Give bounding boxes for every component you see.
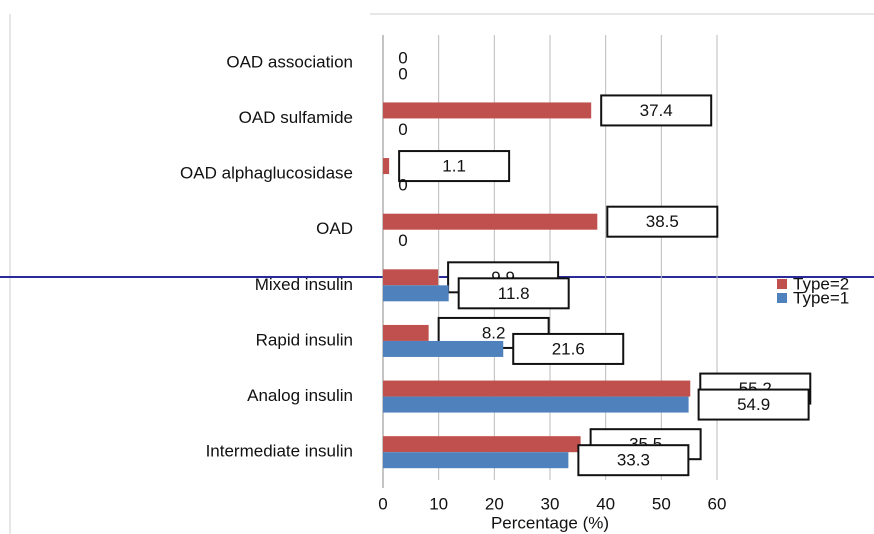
bar (383, 340, 504, 357)
data-label: 0 (398, 64, 407, 83)
bar (383, 158, 390, 175)
bar (383, 324, 429, 341)
x-tick-label: 10 (429, 494, 448, 513)
data-label: 1.1 (442, 157, 466, 176)
x-tick-label: 30 (541, 494, 560, 513)
bar (383, 396, 689, 413)
bar (383, 269, 439, 286)
data-label: 38.5 (646, 212, 679, 231)
data-label: 54.9 (737, 395, 770, 414)
data-label: 0 (398, 231, 407, 250)
x-tick-label: 0 (378, 494, 387, 513)
y-tick-label: Rapid insulin (256, 330, 353, 349)
data-label-box (577, 444, 690, 477)
legend-label: Type=2 (793, 274, 849, 293)
legend-label: Type=1 (793, 288, 849, 307)
data-label: 8.2 (482, 323, 506, 342)
data-label-box (697, 388, 810, 421)
bar (383, 102, 592, 119)
y-tick-label: Intermediate insulin (206, 442, 353, 461)
y-tick-label: OAD sulfamide (239, 108, 353, 127)
data-label: 21.6 (552, 339, 585, 358)
legend-swatch (777, 279, 787, 289)
y-tick-label: Mixed insulin (255, 275, 353, 294)
bar (383, 285, 449, 302)
y-tick-label: OAD association (226, 52, 353, 71)
data-label-box (606, 205, 719, 238)
data-label: 37.4 (640, 101, 673, 120)
x-axis-label: Percentage (%) (491, 513, 609, 532)
data-label: 33.3 (617, 451, 650, 470)
bar (383, 380, 691, 397)
data-label: 0 (398, 120, 407, 139)
x-tick-label: 50 (652, 494, 671, 513)
bar (383, 452, 569, 469)
data-label-box (457, 277, 570, 310)
bar (383, 213, 598, 230)
data-label: 0 (398, 176, 407, 195)
x-tick-label: 20 (485, 494, 504, 513)
x-tick-label: 60 (708, 494, 727, 513)
bar (383, 436, 581, 453)
data-label-box (512, 332, 625, 365)
legend-swatch (777, 293, 787, 303)
data-label-box (398, 150, 511, 183)
data-label: 0 (398, 48, 407, 67)
y-tick-label: OAD alphaglucosidase (180, 164, 353, 183)
data-label: 11.8 (498, 284, 530, 303)
x-tick-label: 40 (596, 494, 615, 513)
y-tick-label: Analog insulin (247, 386, 353, 405)
y-tick-label: OAD (316, 219, 353, 238)
data-label-box (600, 94, 713, 127)
